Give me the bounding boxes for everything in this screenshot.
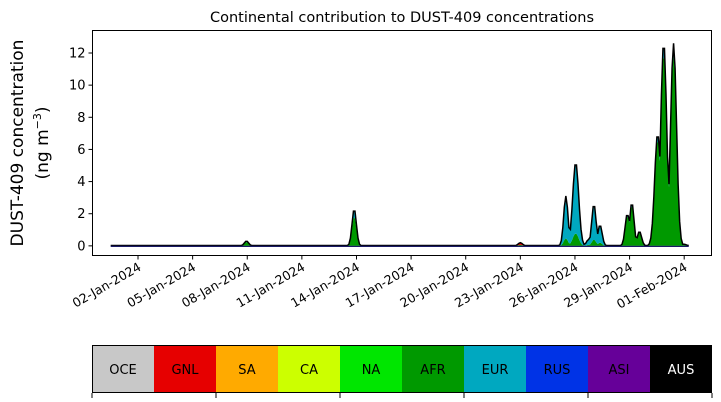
legend-item-ca: CA	[278, 345, 340, 393]
y-tick-label: 8	[77, 111, 85, 126]
y-axis-label: DUST-409 concentration (ng m−3)	[8, 40, 53, 247]
y-tick-label: 12	[69, 47, 86, 62]
legend-item-gnl: GNL	[154, 345, 216, 393]
legend-frame	[92, 345, 712, 393]
area-gnl	[110, 43, 689, 246]
y-axis-ticks: 0 2 4 6 8 10 12	[69, 47, 93, 254]
y-tick-label: 2	[77, 207, 85, 222]
legend-item-asi: ASI	[588, 345, 650, 393]
legend-label: OCE	[109, 363, 137, 378]
color-legend-bar: OCE GNL SA CA NA AFR EUR RUS ASI AUS	[91, 345, 713, 398]
legend-swatch	[588, 345, 650, 393]
legend-swatch	[216, 345, 278, 393]
y-tick-label: 4	[77, 175, 85, 190]
legend-label: AFR	[420, 363, 445, 378]
legend-label: EUR	[482, 363, 509, 378]
legend-item-oce: OCE	[92, 345, 154, 393]
legend-label: NA	[362, 363, 381, 378]
y-tick-label: 10	[69, 79, 86, 94]
legend-item-rus: RUS	[526, 345, 588, 393]
legend-swatch	[402, 345, 464, 393]
total-line	[110, 43, 689, 247]
legend-swatch	[650, 345, 712, 393]
y-label-unit-sup: −3	[31, 113, 44, 129]
legend-item-afr: AFR	[402, 345, 464, 393]
stacked-areas	[110, 43, 689, 247]
plot-frame	[92, 30, 712, 256]
y-axis-label-line2: (ng m−3)	[31, 106, 53, 179]
legend-label: CA	[300, 363, 318, 378]
y-tick-label: 0	[77, 239, 85, 254]
legend-swatch	[340, 345, 402, 393]
legend-label: AUS	[668, 363, 695, 378]
area-eur	[110, 43, 689, 246]
y-label-unit-prefix: (ng m	[33, 129, 53, 179]
legend-item-sa: SA	[216, 345, 278, 393]
y-tick-label: 6	[77, 143, 85, 158]
legend-item-eur: EUR	[464, 345, 526, 393]
legend-item-aus: AUS	[650, 345, 712, 393]
legend-label: GNL	[171, 363, 199, 378]
legend-label: SA	[238, 363, 255, 378]
area-afr	[110, 53, 689, 246]
x-axis-ticks: 02-Jan-202405-Jan-202408-Jan-202411-Jan-…	[70, 255, 690, 312]
legend-item-na: NA	[340, 345, 402, 393]
legend-label: RUS	[544, 363, 571, 378]
y-axis-label-line1: DUST-409 concentration	[8, 40, 28, 247]
legend-swatch	[464, 345, 526, 393]
legend-swatch	[92, 345, 154, 393]
chart-title: Continental contribution to DUST-409 con…	[210, 10, 594, 26]
y-label-unit-suffix: )	[33, 106, 53, 113]
legend-swatch	[278, 345, 340, 393]
legend-swatch	[526, 345, 588, 393]
legend-label: ASI	[609, 363, 630, 378]
legend-swatch	[154, 345, 216, 393]
